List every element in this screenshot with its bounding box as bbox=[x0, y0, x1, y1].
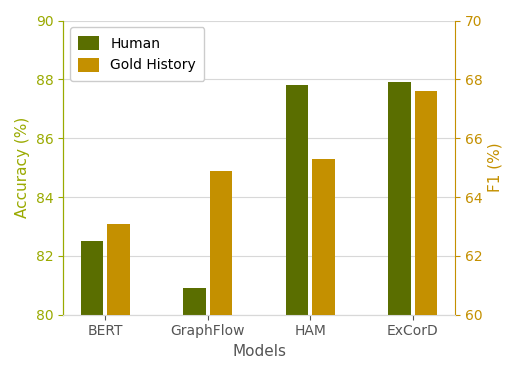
Y-axis label: F1 (%): F1 (%) bbox=[488, 143, 503, 193]
Bar bbox=[81, 241, 104, 374]
Bar bbox=[210, 171, 233, 374]
Legend: Human, Gold History: Human, Gold History bbox=[70, 27, 204, 81]
Bar bbox=[107, 224, 130, 374]
Bar bbox=[414, 91, 437, 374]
Bar bbox=[312, 159, 335, 374]
X-axis label: Models: Models bbox=[232, 344, 286, 359]
Bar bbox=[183, 288, 206, 374]
Bar bbox=[285, 85, 308, 374]
Y-axis label: Accuracy (%): Accuracy (%) bbox=[15, 117, 30, 218]
Bar bbox=[388, 82, 411, 374]
